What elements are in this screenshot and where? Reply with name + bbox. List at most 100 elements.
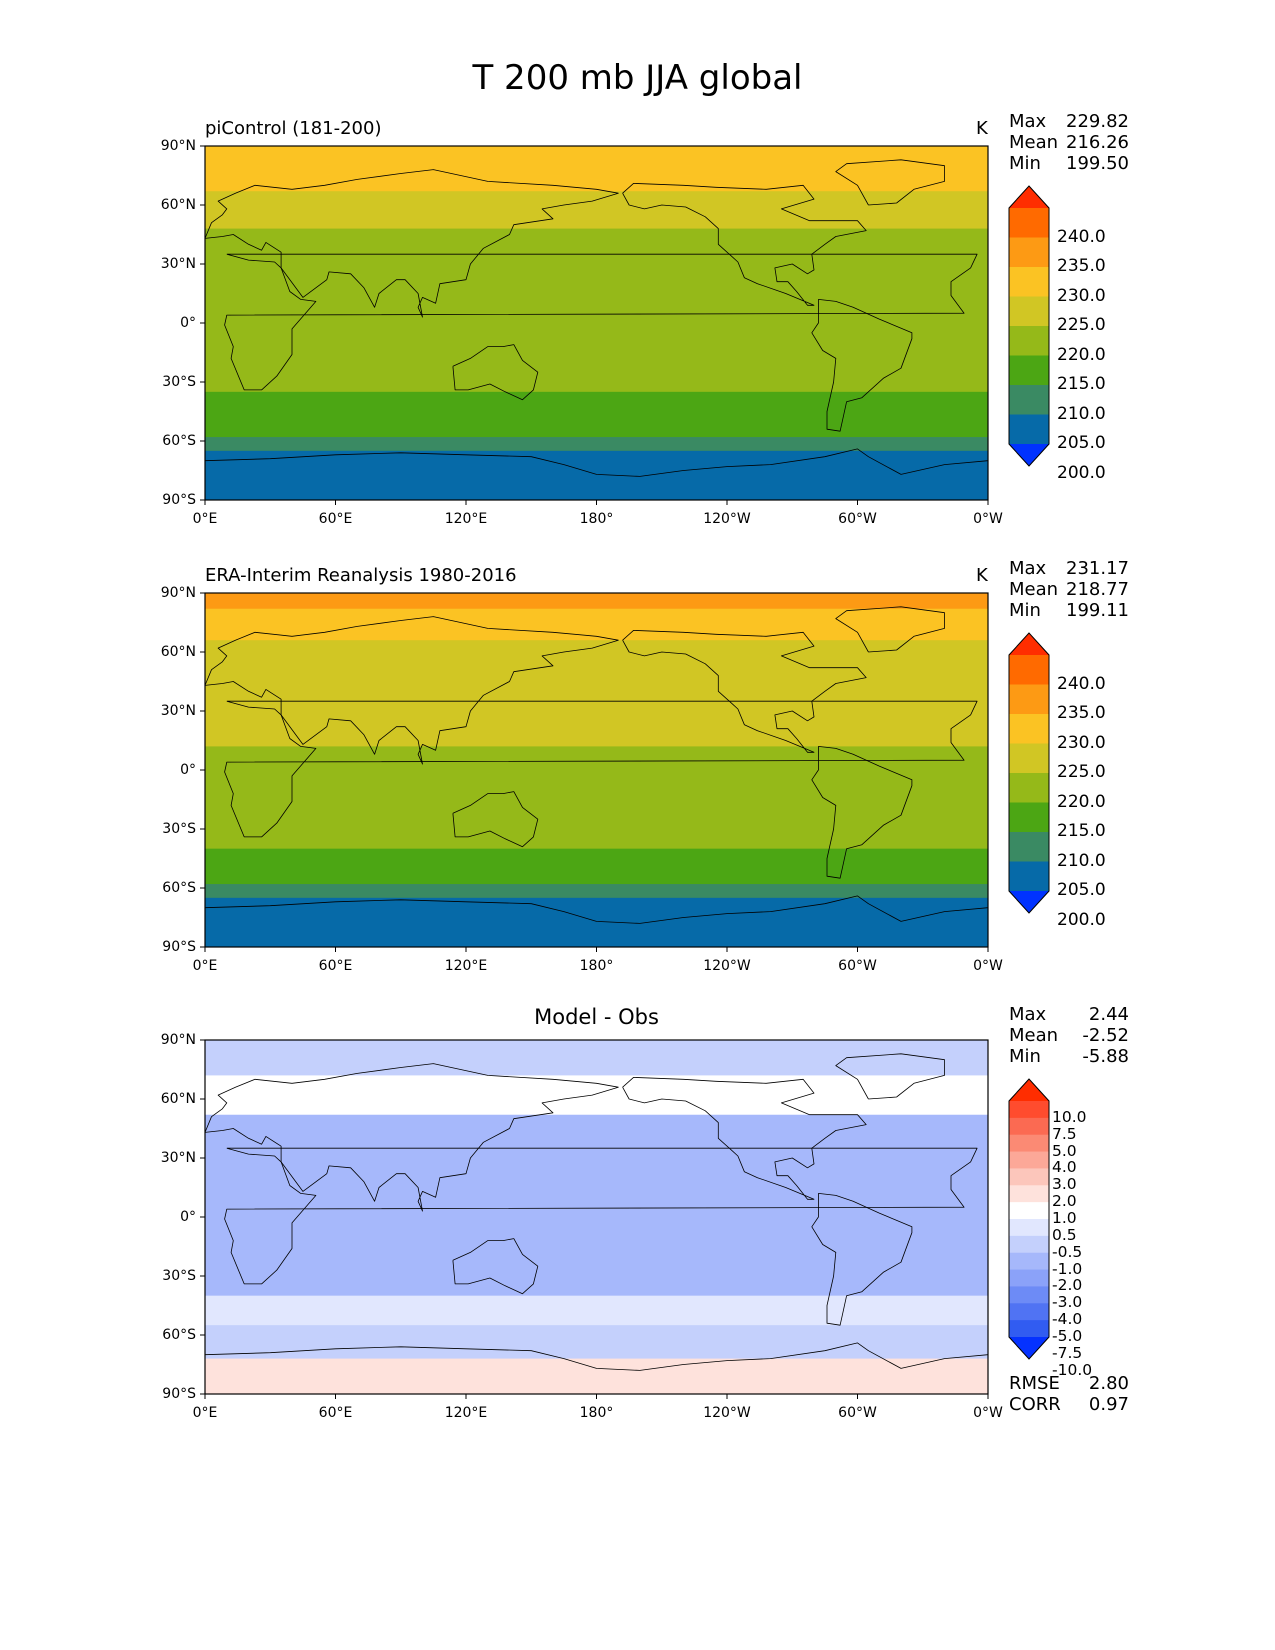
lat-tick-label: 30°S	[162, 821, 196, 837]
colorbar-label: 5.0	[1052, 1141, 1077, 1160]
coastline	[205, 895, 988, 924]
contour-band	[205, 450, 988, 500]
colorbar-segment	[1009, 1151, 1049, 1169]
lon-tick-label: 60°W	[838, 511, 877, 527]
colorbar-extend-min	[1009, 1337, 1049, 1359]
colorbar-3	[1008, 1078, 1050, 1360]
colorbar-label: 210.0	[1057, 403, 1106, 424]
colorbar-segment	[1009, 355, 1049, 386]
coastline	[835, 159, 945, 206]
colorbar-outline	[1008, 185, 1050, 467]
coastline	[452, 1238, 539, 1295]
lat-tick-label: 60°S	[162, 880, 196, 896]
contour-band	[205, 884, 988, 899]
lat-tick-label: 90°S	[162, 492, 196, 508]
colorbar-label: 210.0	[1057, 850, 1106, 871]
contour-band	[205, 1075, 988, 1116]
panel1-max-label: Max	[1009, 111, 1047, 132]
colorbar-segment	[1009, 773, 1049, 803]
coastline	[205, 448, 988, 477]
panel3-title: Model - Obs	[534, 1005, 659, 1029]
coastline	[452, 344, 539, 401]
lat-tick-label: 90°S	[162, 1386, 196, 1402]
panel2-title: ERA-Interim Reanalysis 1980-2016	[205, 565, 517, 586]
colorbar-segment	[1009, 1185, 1049, 1203]
panel3-max: 2.44	[1088, 1004, 1129, 1025]
colorbar-label: 3.0	[1052, 1175, 1077, 1194]
coastline	[224, 253, 978, 391]
colorbar-segment	[1009, 267, 1049, 297]
colorbar-segment	[1009, 684, 1049, 715]
panel2-min: 199.11	[1066, 600, 1129, 621]
colorbar-label: -1.0	[1052, 1259, 1083, 1278]
contour-band	[205, 146, 988, 192]
colorbar-extend-max	[1009, 633, 1049, 655]
colorbar-label: 235.0	[1057, 703, 1106, 723]
contour-band	[205, 1040, 988, 1076]
colorbar-label: 230.0	[1057, 285, 1106, 306]
map-field	[205, 593, 988, 947]
colorbar-segment	[1009, 861, 1049, 892]
panel2-stats: Max 231.17 Mean 218.77 Min 199.11	[1009, 558, 1129, 621]
colorbar-label: -4.0	[1052, 1310, 1083, 1329]
lon-tick-label: 0°W	[973, 511, 1003, 527]
lon-tick-label: 120°E	[444, 1405, 488, 1421]
panel2-units: K	[976, 565, 988, 586]
colorbar-label: -2.0	[1052, 1276, 1083, 1295]
contour-band	[205, 391, 988, 438]
lon-tick-label: 180°	[579, 511, 614, 527]
colorbar-label: -3.0	[1052, 1293, 1083, 1312]
coastline	[205, 169, 619, 318]
lat-tick-label: 90°N	[160, 138, 196, 154]
figure-title: T 200 mb JJA global	[472, 58, 803, 98]
colorbar-segment	[1009, 1252, 1049, 1270]
colorbar-segment	[1009, 802, 1049, 833]
lat-tick-label: 60°S	[162, 1327, 196, 1343]
colorbar-label: 240.0	[1057, 226, 1106, 247]
panel2-mean: 218.77	[1066, 579, 1129, 600]
lat-tick-label: 30°S	[162, 1268, 196, 1284]
colorbar-segment	[1009, 414, 1049, 445]
colorbar-label: 230.0	[1057, 732, 1106, 753]
colorbar-label: 2.0	[1052, 1192, 1077, 1211]
lon-tick-label: 0°W	[973, 958, 1003, 974]
colorbar-segment	[1009, 1101, 1049, 1119]
lon-tick-label: 120°E	[444, 958, 488, 974]
colorbar-segment	[1009, 1202, 1049, 1220]
contour-band	[205, 1114, 988, 1297]
lat-tick-label: 60°N	[160, 197, 196, 213]
lat-tick-label: 30°N	[160, 256, 196, 272]
contour-band	[205, 593, 988, 610]
coastline	[835, 606, 945, 653]
colorbar-segment	[1009, 832, 1049, 862]
coastline	[622, 183, 867, 306]
colorbar-label: 220.0	[1057, 344, 1106, 365]
colorbar-segment	[1009, 1235, 1049, 1254]
colorbar-segment	[1009, 208, 1049, 238]
lat-tick-label: 30°N	[160, 1150, 196, 1166]
panel2-max: 231.17	[1066, 558, 1129, 579]
colorbar-segment	[1009, 1134, 1049, 1152]
lat-tick-label: 90°S	[162, 939, 196, 955]
panel3-min-label: Min	[1009, 1046, 1041, 1067]
lat-tick-label: 0°	[180, 315, 196, 331]
contour-band	[205, 437, 988, 452]
coastline	[622, 1077, 867, 1200]
contour-band	[205, 848, 988, 885]
contour-band	[205, 608, 988, 641]
contour-band	[205, 228, 988, 393]
colorbar-2	[1008, 632, 1050, 914]
colorbar-label: -7.5	[1052, 1343, 1083, 1362]
lat-tick-label: 60°N	[160, 1091, 196, 1107]
lon-tick-label: 0°E	[192, 1405, 218, 1421]
colorbar-segment	[1009, 1286, 1049, 1304]
colorbar-segment	[1009, 1168, 1049, 1186]
colorbar-label: -10.0	[1052, 1360, 1093, 1379]
corr-value: 0.97	[1088, 1394, 1129, 1415]
coastline	[224, 700, 978, 838]
colorbar-segment	[1009, 326, 1049, 356]
rmse-label: RMSE	[1009, 1373, 1060, 1394]
lon-tick-label: 60°E	[318, 958, 353, 974]
panel3-max-label: Max	[1009, 1004, 1047, 1025]
